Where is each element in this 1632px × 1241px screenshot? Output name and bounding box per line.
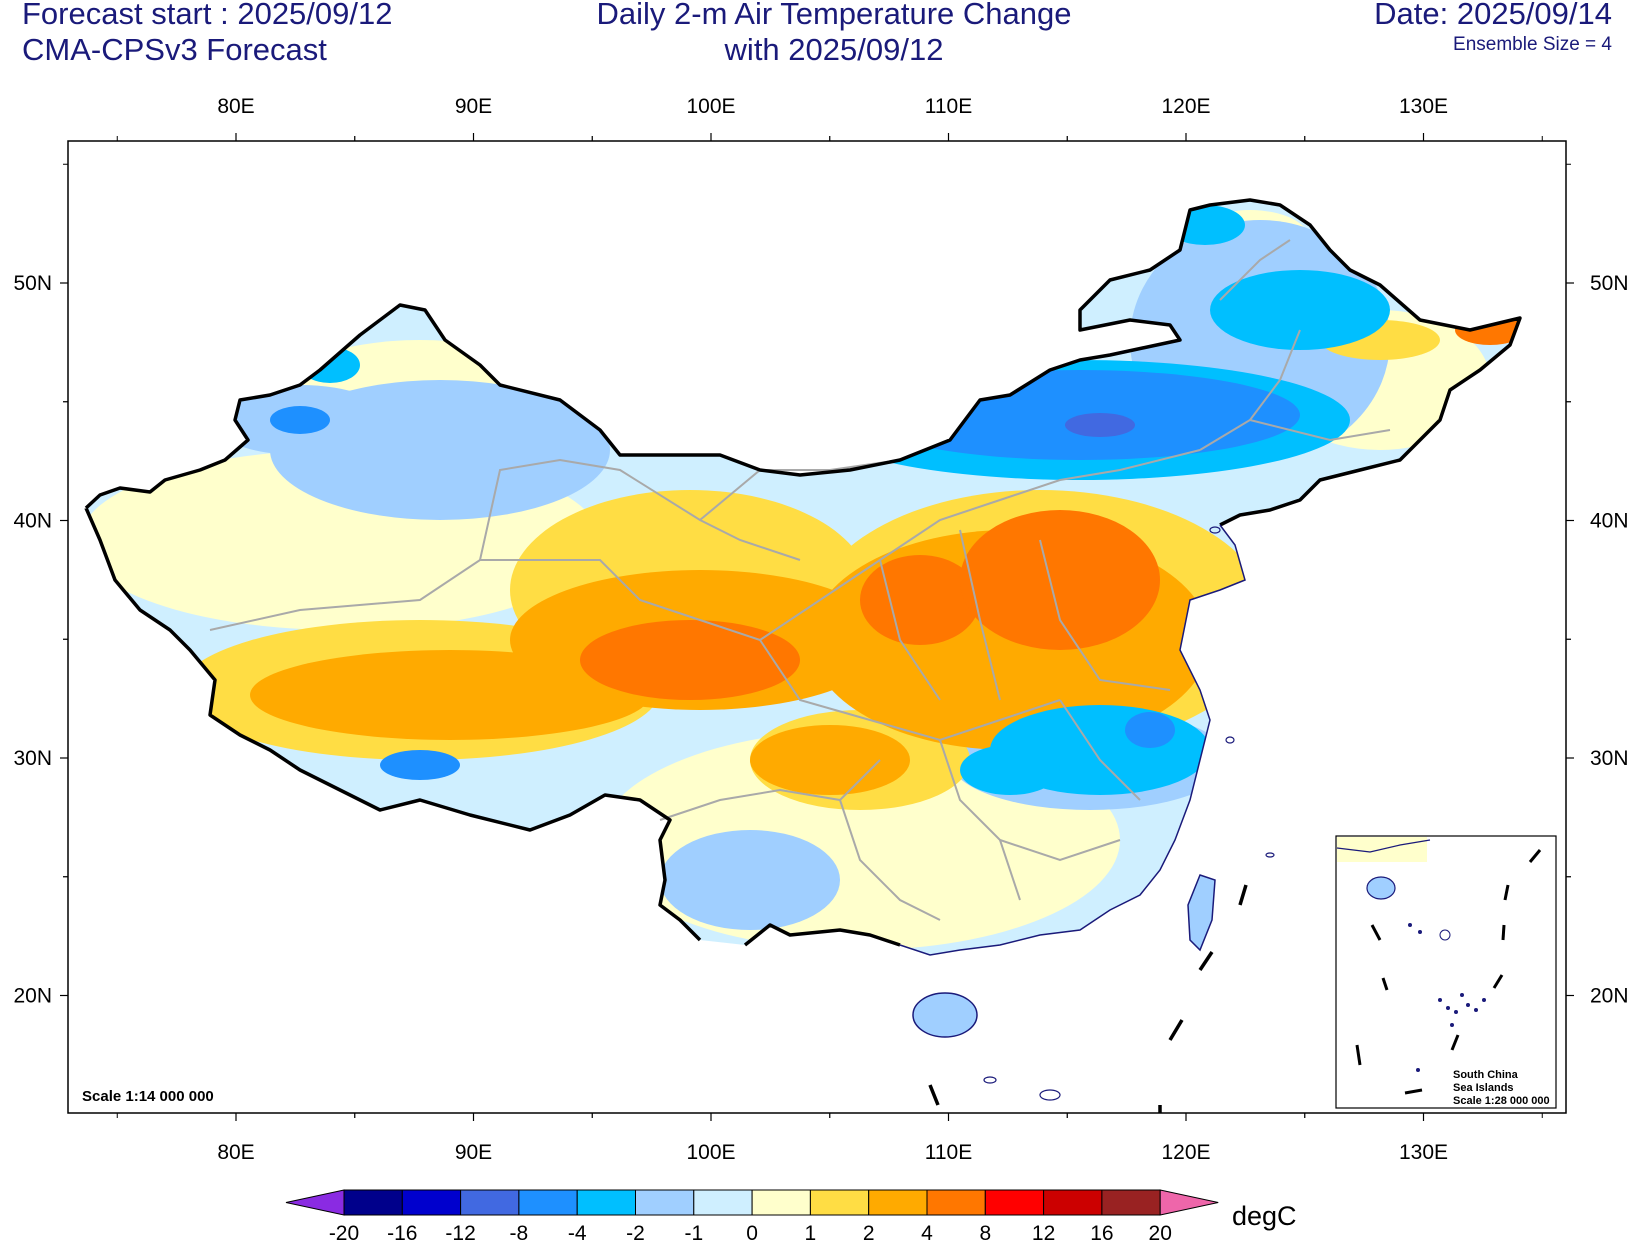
lon-tick-label: 100E [686,1141,735,1164]
colorbar-swatch [401,1189,462,1216]
colorbar-tick-label: 2 [863,1222,875,1241]
scale-note: Scale 1:14 000 000 [82,1088,214,1105]
inset-islands [1408,923,1486,1072]
hainan-fill [913,993,977,1037]
colorbar-tick-label: -12 [445,1222,475,1241]
hainan-outline [912,992,978,1038]
south-china-sea-inset: South China Sea Islands Scale 1:28 000 0… [1335,835,1557,1109]
colorbar-swatch [984,1189,1045,1216]
nine-dash-line [928,884,1248,1113]
colorbar-under-triangle [285,1189,345,1216]
lat-tick-label: 40N [13,510,52,533]
lon-tick-label: 130E [1399,95,1448,118]
model-label: CMA-CPSv3 Forecast [22,32,327,67]
colorbar-tick-label: -2 [626,1222,645,1241]
colorbar-tick-label: 8 [979,1222,991,1241]
colorbar-swatch [460,1189,520,1216]
colorbar-tick-label: 4 [921,1222,933,1241]
map-title: Daily 2-m Air Temperature Change [596,0,1072,31]
colorbar-swatch [518,1189,578,1216]
colorbar-tick-label: -4 [568,1222,587,1241]
coastline [899,524,1246,956]
colorbar-unit: degC [1232,1201,1297,1231]
lat-tick-label: 40N [1590,510,1629,533]
lat-tick-label: 50N [13,272,52,295]
small-islands [983,526,1275,1101]
colorbar-swatch [751,1189,811,1216]
national-border [84,198,1522,947]
province-borders [209,239,1391,921]
inset-label-1: South China [1453,1069,1519,1081]
colorbar-swatch [868,1189,928,1216]
latitude-ticks: 50N 50N 40N 40N 30N 30N 20N 20N [13,163,1629,1008]
inset-label-2: Sea Islands [1453,1082,1514,1094]
colorbar-swatch [1043,1189,1103,1216]
colorbar-tick-label: 12 [1032,1222,1055,1241]
lat-tick-label: 50N [1590,272,1629,295]
longitude-ticks: 80E 80E 90E 90E 100E 100E 110E 110E 120E 120E 130E… [116,95,1543,1164]
lon-tick-label: 110E [925,95,973,118]
colorbar-tick-label: 0 [746,1222,758,1241]
colorbar-swatch [635,1189,695,1216]
lon-tick-label: 120E [1161,1141,1210,1164]
colorbar-tick-label: -8 [510,1222,529,1241]
lat-tick-label: 30N [13,747,52,770]
colorbar-tick-label: -16 [387,1222,417,1241]
ensemble-size-label: Ensemble Size = 4 [1453,34,1612,55]
colorbar-swatch [576,1189,637,1216]
lon-tick-label: 120E [1161,95,1210,118]
colorbar-tick-label: 1 [805,1222,817,1241]
colorbar-swatch [1101,1189,1161,1216]
lon-tick-label: 80E [217,1141,254,1164]
colorbar-swatch [809,1189,870,1216]
colorbar-tick-label: -20 [329,1222,359,1241]
colorbar-swatch [343,1189,403,1216]
colorbar-tick-label: 20 [1149,1222,1172,1241]
lon-tick-label: 90E [455,1141,492,1164]
lat-tick-label: 30N [1590,747,1629,770]
colorbar: -20 -16 -12 -8 -4 -2 -1 0 1 2 4 8 12 16 20 [285,1189,1219,1241]
valid-date-label: Date: 2025/09/14 [1374,0,1612,31]
inset-scale: Scale 1:28 000 000 [1453,1095,1550,1107]
taiwan-outline [1187,874,1216,952]
map-subtitle: with 2025/09/12 [724,32,944,67]
lon-tick-label: 100E [686,95,735,118]
lon-tick-label: 80E [217,95,254,118]
colorbar-over-triangle [1159,1189,1219,1216]
forecast-start-label: Forecast start : 2025/09/12 [22,0,393,31]
colorbar-tick-label: -1 [684,1222,703,1241]
lon-tick-label: 110E [925,1141,973,1164]
lon-tick-label: 90E [455,95,492,118]
lat-tick-label: 20N [13,985,52,1008]
lon-tick-label: 130E [1399,1141,1448,1164]
lat-tick-label: 20N [1590,985,1629,1008]
colorbar-swatch [693,1189,753,1216]
colorbar-swatch [926,1189,986,1216]
colorbar-tick-label: 16 [1090,1222,1113,1241]
